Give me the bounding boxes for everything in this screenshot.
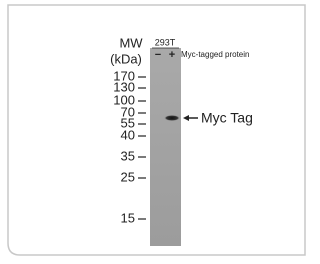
lane-plus: + bbox=[169, 49, 175, 61]
units-label: (kDa) bbox=[110, 51, 142, 66]
lane-minus: − bbox=[155, 49, 161, 61]
page: MW (kDa) 293T − + Myc-tagged protein Myc… bbox=[0, 0, 313, 259]
band-label: Myc Tag bbox=[201, 110, 253, 126]
figure: MW (kDa) 293T − + Myc-tagged protein Myc… bbox=[0, 0, 313, 259]
mw-label: MW bbox=[119, 35, 143, 50]
marker-label: 25 bbox=[121, 169, 135, 184]
lane-label: Myc-tagged protein bbox=[181, 50, 249, 59]
gel bbox=[150, 48, 181, 246]
band-arrowhead bbox=[183, 115, 189, 121]
marker-label: 15 bbox=[121, 210, 135, 225]
marker-label: 35 bbox=[121, 148, 135, 163]
band bbox=[164, 115, 180, 121]
marker-label: 40 bbox=[121, 127, 135, 142]
cell-line: 293T bbox=[155, 37, 176, 47]
